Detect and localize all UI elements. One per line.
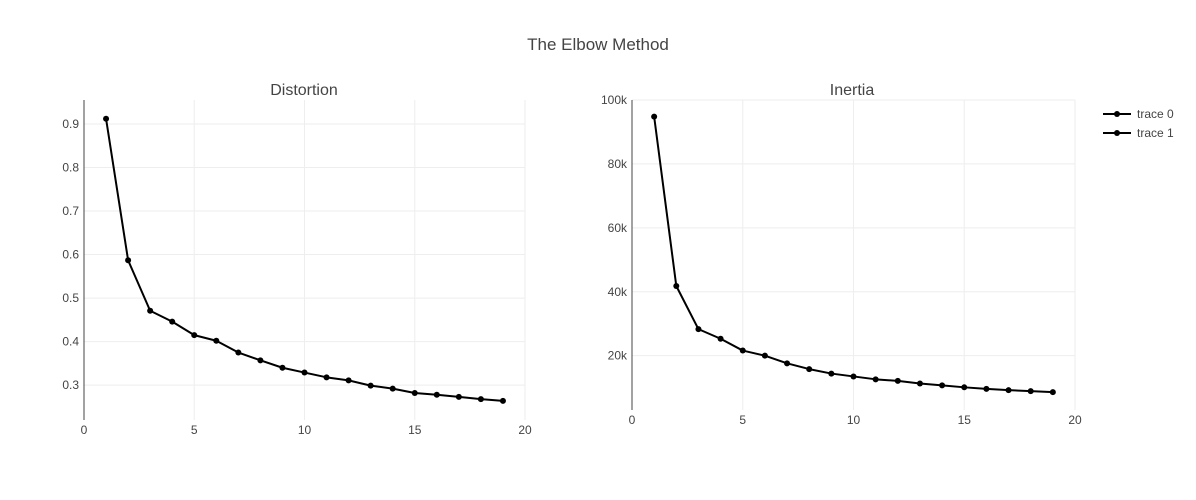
legend-label-trace-0: trace 0 bbox=[1137, 107, 1174, 121]
inertia-data-point bbox=[828, 370, 835, 377]
inertia-x-tick-label: 20 bbox=[1068, 413, 1082, 427]
distortion-subplot-title: Distortion bbox=[270, 82, 338, 99]
distortion-data-point bbox=[455, 393, 462, 400]
inertia-data-point bbox=[939, 382, 946, 389]
distortion-data-point bbox=[411, 390, 418, 397]
inertia-data-point bbox=[1005, 387, 1012, 394]
inertia-data-point bbox=[1027, 388, 1034, 395]
legend[interactable]: trace 0 trace 1 bbox=[1103, 107, 1174, 140]
inertia-data-point bbox=[961, 384, 968, 391]
legend-label-trace-1: trace 1 bbox=[1137, 126, 1174, 140]
distortion-y-tick-label: 0.8 bbox=[62, 160, 79, 174]
distortion-panel: Distortion 0 5 10 15 20 0.3 0.4 0.5 0.6 0.7 0.8 0.9 bbox=[62, 82, 532, 437]
distortion-y-tick-label: 0.4 bbox=[62, 335, 79, 349]
legend-item-trace-1[interactable]: trace 1 bbox=[1103, 126, 1174, 140]
inertia-data-point bbox=[761, 352, 768, 359]
inertia-y-tick-label: 100k bbox=[601, 93, 628, 107]
legend-marker-trace-0 bbox=[1114, 111, 1120, 117]
distortion-x-tick-label: 0 bbox=[81, 423, 88, 437]
distortion-data-point bbox=[191, 332, 198, 339]
distortion-y-tick-label: 0.7 bbox=[62, 204, 79, 218]
inertia-y-tick-label: 80k bbox=[608, 157, 628, 171]
distortion-data-point bbox=[499, 397, 506, 404]
distortion-x-tick-label: 10 bbox=[298, 423, 312, 437]
inertia-x-tick-label: 15 bbox=[958, 413, 972, 427]
legend-marker-trace-1 bbox=[1114, 130, 1120, 136]
inertia-data-point bbox=[651, 113, 658, 120]
distortion-data-point bbox=[367, 382, 374, 389]
inertia-data-point bbox=[673, 283, 680, 289]
distortion-data-point bbox=[301, 369, 308, 376]
inertia-subplot-title: Inertia bbox=[830, 82, 875, 99]
distortion-data-point bbox=[477, 396, 484, 403]
distortion-y-tick-label: 0.6 bbox=[62, 248, 79, 262]
distortion-data-point bbox=[257, 357, 264, 364]
distortion-data-point bbox=[433, 391, 440, 398]
distortion-y-tick-label: 0.3 bbox=[62, 378, 79, 392]
distortion-data-point bbox=[103, 115, 110, 122]
inertia-y-tick-label: 60k bbox=[608, 221, 628, 235]
distortion-data-point bbox=[147, 307, 154, 314]
distortion-data-point bbox=[213, 337, 220, 344]
distortion-y-tick-label: 0.5 bbox=[62, 291, 79, 305]
inertia-panel: Inertia 0 5 10 15 20 20k 40k 60k 80k 100k bbox=[601, 82, 1082, 427]
inertia-data-point bbox=[695, 326, 702, 333]
inertia-data-point bbox=[806, 366, 813, 373]
inertia-data-point bbox=[983, 385, 990, 392]
inertia-data-point bbox=[916, 380, 923, 387]
inertia-data-point bbox=[739, 347, 746, 354]
inertia-x-tick-label: 0 bbox=[629, 413, 636, 427]
distortion-data-point bbox=[279, 364, 286, 371]
distortion-y-tick-label: 0.9 bbox=[62, 117, 79, 131]
distortion-x-tick-label: 15 bbox=[408, 423, 422, 437]
distortion-x-tick-label: 5 bbox=[191, 423, 198, 437]
inertia-data-point bbox=[1049, 389, 1056, 396]
inertia-y-tick-label: 40k bbox=[608, 285, 628, 299]
inertia-y-tick-label: 20k bbox=[608, 349, 628, 363]
distortion-data-point bbox=[323, 374, 330, 381]
distortion-x-tick-label: 20 bbox=[518, 423, 532, 437]
figure-title: The Elbow Method bbox=[527, 35, 669, 54]
inertia-data-point bbox=[717, 335, 724, 342]
legend-item-trace-0[interactable]: trace 0 bbox=[1103, 107, 1174, 121]
inertia-data-point bbox=[894, 377, 901, 384]
distortion-data-point bbox=[389, 385, 396, 392]
distortion-data-point bbox=[345, 377, 352, 384]
distortion-data-point bbox=[235, 349, 242, 356]
inertia-data-point bbox=[850, 373, 857, 380]
distortion-data-point bbox=[169, 318, 176, 325]
distortion-data-point bbox=[125, 257, 132, 264]
inertia-data-point bbox=[784, 360, 791, 367]
inertia-x-tick-label: 5 bbox=[739, 413, 746, 427]
inertia-data-point bbox=[872, 376, 879, 383]
inertia-x-tick-label: 10 bbox=[847, 413, 861, 427]
